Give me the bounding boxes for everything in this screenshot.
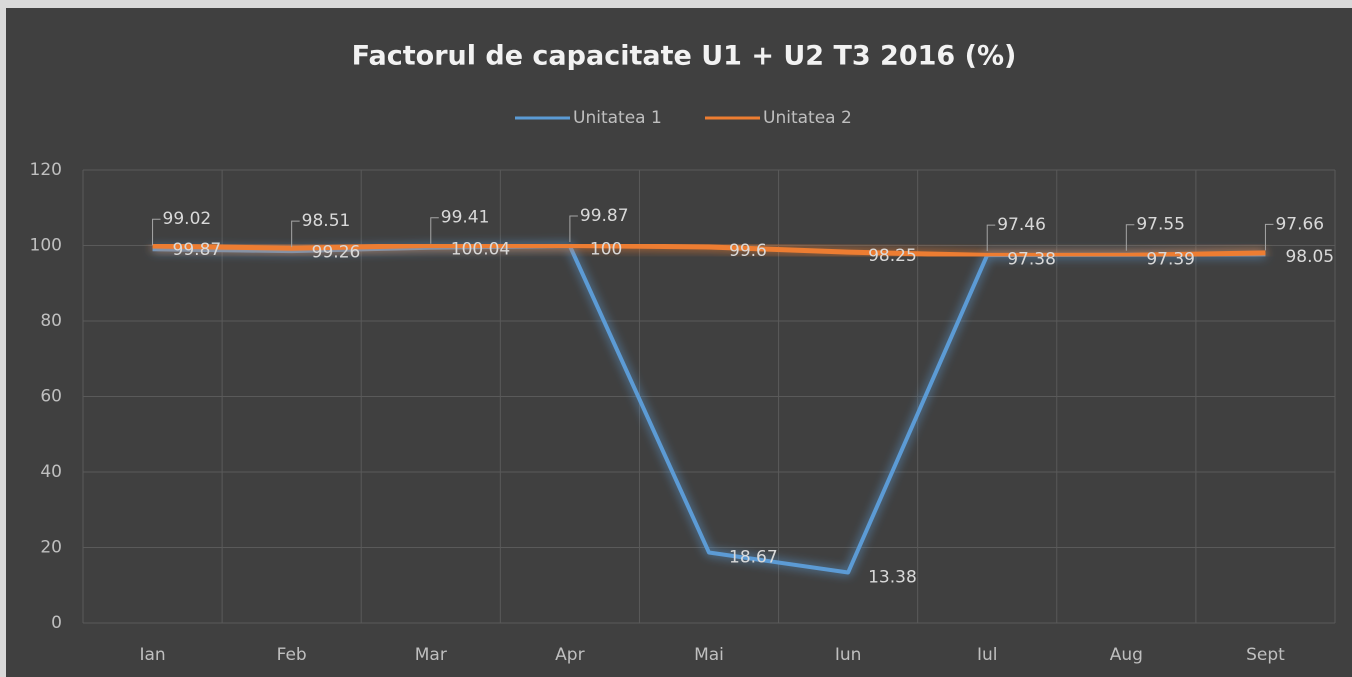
y-tick-label: 0 (51, 613, 62, 633)
data-label: 100 (590, 240, 622, 260)
x-tick-label: Feb (277, 645, 307, 665)
data-label: 13.38 (868, 567, 917, 587)
x-tick-label: Aug (1110, 645, 1143, 665)
y-tick-label: 60 (40, 387, 62, 407)
x-tick-label: Mar (415, 645, 447, 665)
data-label: 97.66 (1275, 214, 1324, 234)
y-tick-label: 100 (30, 236, 62, 256)
data-label: 97.39 (1146, 249, 1195, 269)
y-tick-label: 120 (30, 160, 62, 180)
label-leader (569, 215, 578, 242)
label-leader (986, 224, 996, 252)
x-tick-label: Apr (555, 645, 584, 665)
legend-label: Unitatea 1 (573, 108, 662, 128)
label-leader (291, 220, 300, 248)
data-label: 98.05 (1285, 247, 1334, 267)
chart-background (6, 8, 1352, 677)
data-label: 99.02 (163, 209, 212, 229)
legend-label: Unitatea 2 (763, 108, 852, 128)
x-tick-label: Mai (694, 645, 724, 665)
y-tick-label: 20 (40, 538, 62, 558)
data-label: 99.26 (312, 242, 361, 262)
x-tick-label: Sept (1246, 645, 1285, 665)
series-line (152, 242, 1266, 258)
data-label: 97.46 (997, 215, 1046, 235)
chart-title: Factorul de capacitate U1 + U2 T3 2016 (… (352, 41, 1017, 72)
label-leader (1125, 224, 1135, 251)
x-tick-label: Iul (977, 645, 998, 665)
x-tick-label: Ian (139, 645, 165, 665)
data-label: 99.87 (173, 240, 222, 260)
data-label: 97.55 (1136, 215, 1185, 235)
data-label: 98.51 (302, 211, 351, 231)
y-tick-label: 40 (40, 462, 62, 482)
data-label: 100.04 (451, 239, 510, 259)
data-label: 99.6 (729, 241, 767, 261)
label-leader (152, 218, 161, 246)
data-label: 98.25 (868, 246, 917, 266)
label-leader (1264, 223, 1274, 251)
y-tick-label: 80 (40, 311, 62, 331)
data-label: 18.67 (729, 548, 778, 568)
data-label: 99.41 (441, 208, 490, 228)
label-leader (430, 217, 439, 244)
data-label: 97.38 (1007, 249, 1056, 269)
data-label: 99.87 (580, 206, 629, 226)
x-tick-label: Iun (835, 645, 862, 665)
